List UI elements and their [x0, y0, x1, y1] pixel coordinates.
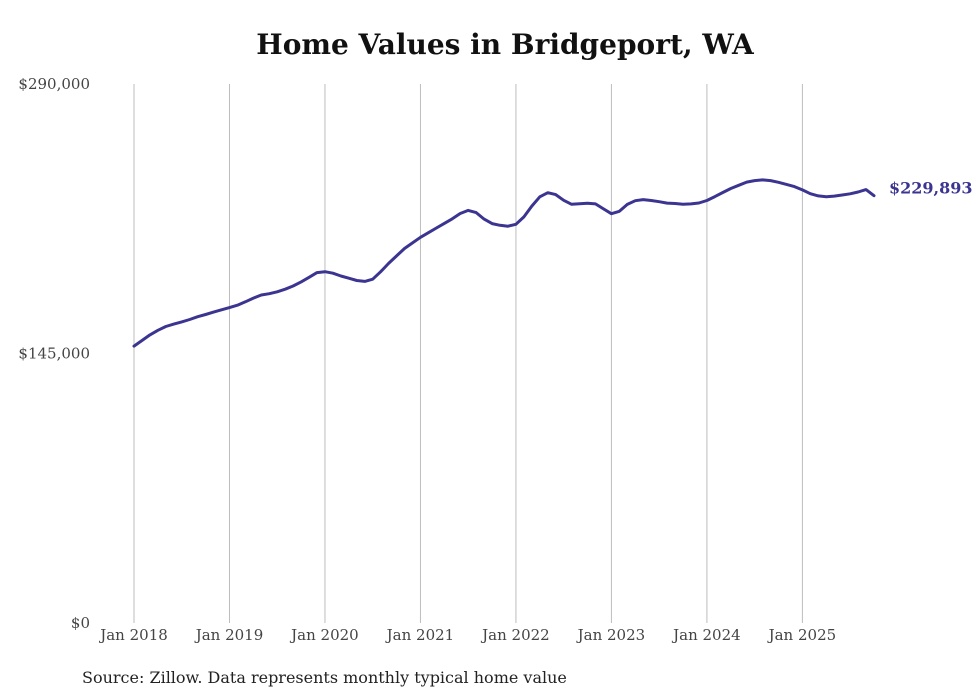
series-lines	[132, 178, 876, 348]
x-tick-label: Jan 2022	[480, 626, 550, 644]
end-value-label: $229,893	[889, 179, 973, 198]
end-labels: $229,893	[889, 179, 973, 198]
gridlines	[133, 84, 803, 623]
y-tick-label: $0	[71, 614, 90, 632]
x-axis: Jan 2018 Jan 2019 Jan 2020 Jan 2021 Jan 2022…	[98, 626, 836, 644]
chart-title: Home Values in Bridgeport, WA	[256, 28, 754, 61]
x-tick-label: Jan 2019	[194, 626, 264, 644]
x-tick-label: Jan 2024	[671, 626, 741, 644]
y-axis: $0 $145,000 $290,000	[18, 75, 90, 632]
x-tick-label: Jan 2023	[576, 626, 646, 644]
series-line-0	[132, 178, 876, 348]
x-tick-label: Jan 2025	[767, 626, 837, 644]
source-note: Source: Zillow. Data represents monthly …	[82, 668, 567, 687]
x-tick-label: Jan 2018	[98, 626, 168, 644]
y-tick-label: $290,000	[18, 75, 90, 93]
x-tick-label: Jan 2021	[385, 626, 455, 644]
x-tick-label: Jan 2020	[289, 626, 359, 644]
y-tick-label: $145,000	[18, 345, 90, 363]
